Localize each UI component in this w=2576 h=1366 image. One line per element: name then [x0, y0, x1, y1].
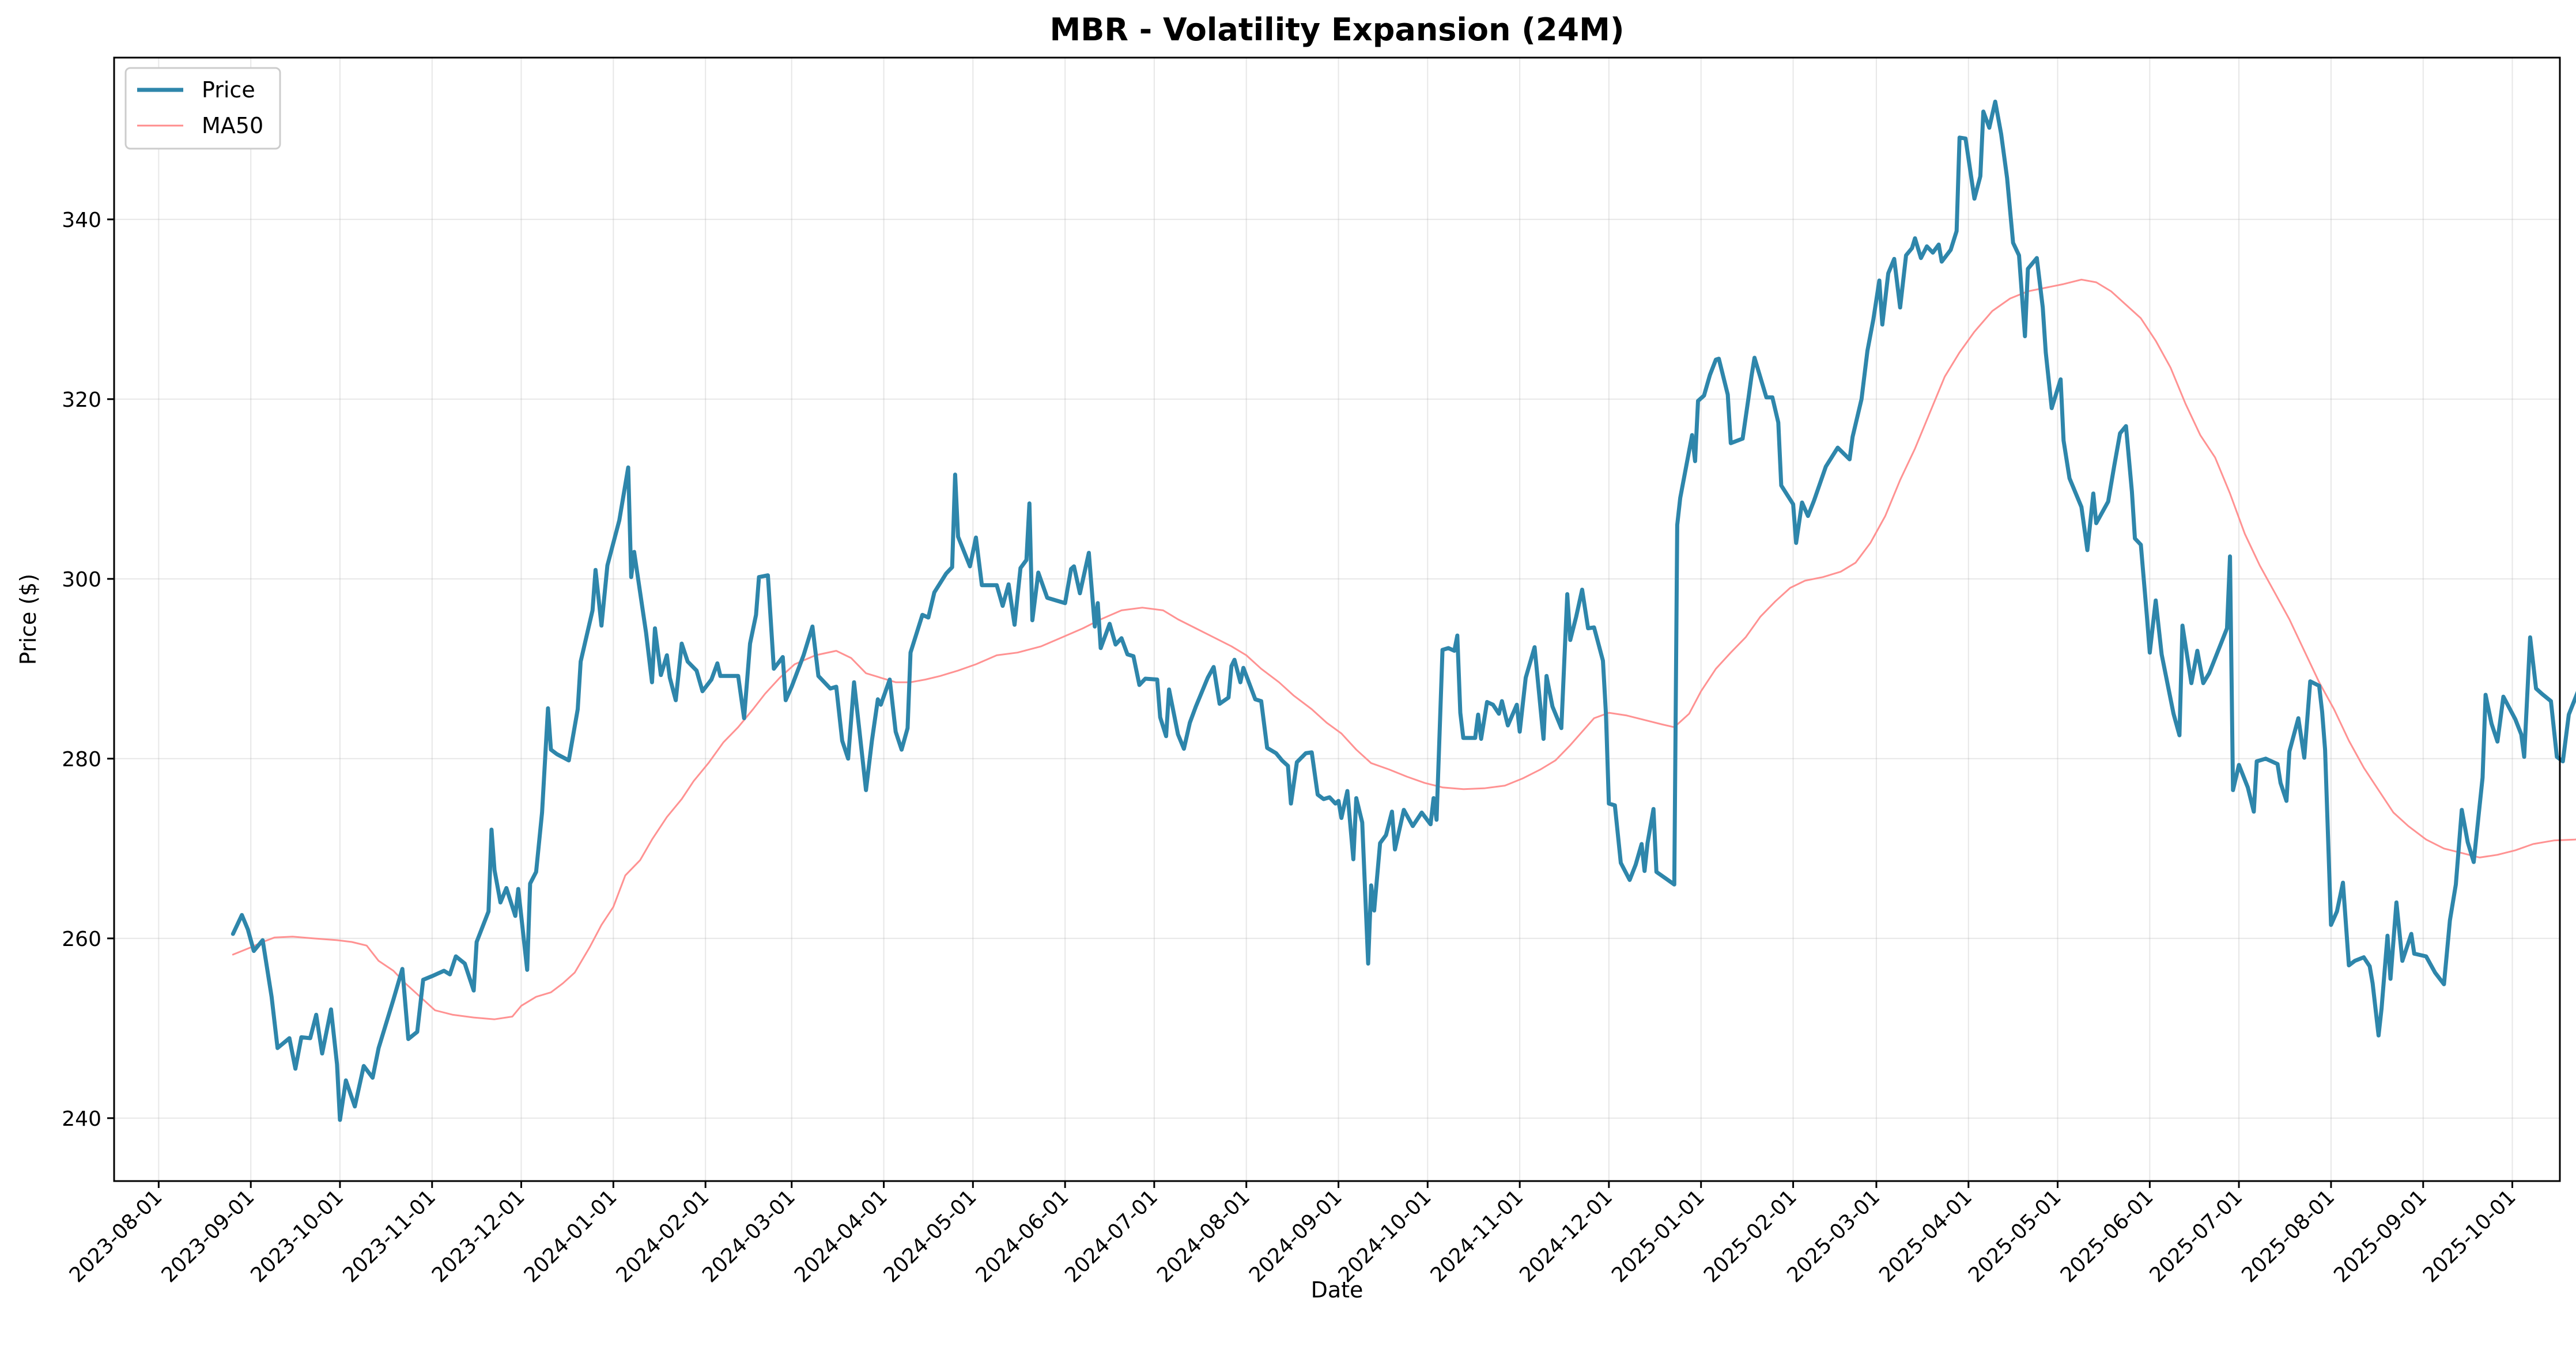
series-line-price: [231, 99, 2576, 1122]
y-tick-label: 300: [62, 568, 101, 592]
series-layer: [231, 99, 2576, 1122]
y-tick-label: 340: [62, 209, 101, 232]
x-axis-title: Date: [1311, 1277, 1363, 1303]
y-tick-label: 240: [62, 1107, 101, 1131]
series-line-ma50: [232, 278, 2576, 1020]
y-tick-label: 320: [62, 388, 101, 412]
legend-label-ma50: MA50: [202, 113, 263, 138]
plot-area-frame: [113, 56, 2561, 1182]
y-axis: 240 260 280 300 320 340: [62, 209, 114, 1131]
y-tick-label: 280: [62, 748, 101, 771]
legend-label-price: Price: [202, 77, 255, 103]
y-tick-label: 260: [62, 928, 101, 951]
legend: Price MA50: [124, 67, 281, 150]
grid-lines: [114, 58, 2560, 1181]
chart-title: MBR - Volatility Expansion (24M): [1049, 12, 1624, 48]
y-axis-title: Price ($): [16, 574, 41, 665]
